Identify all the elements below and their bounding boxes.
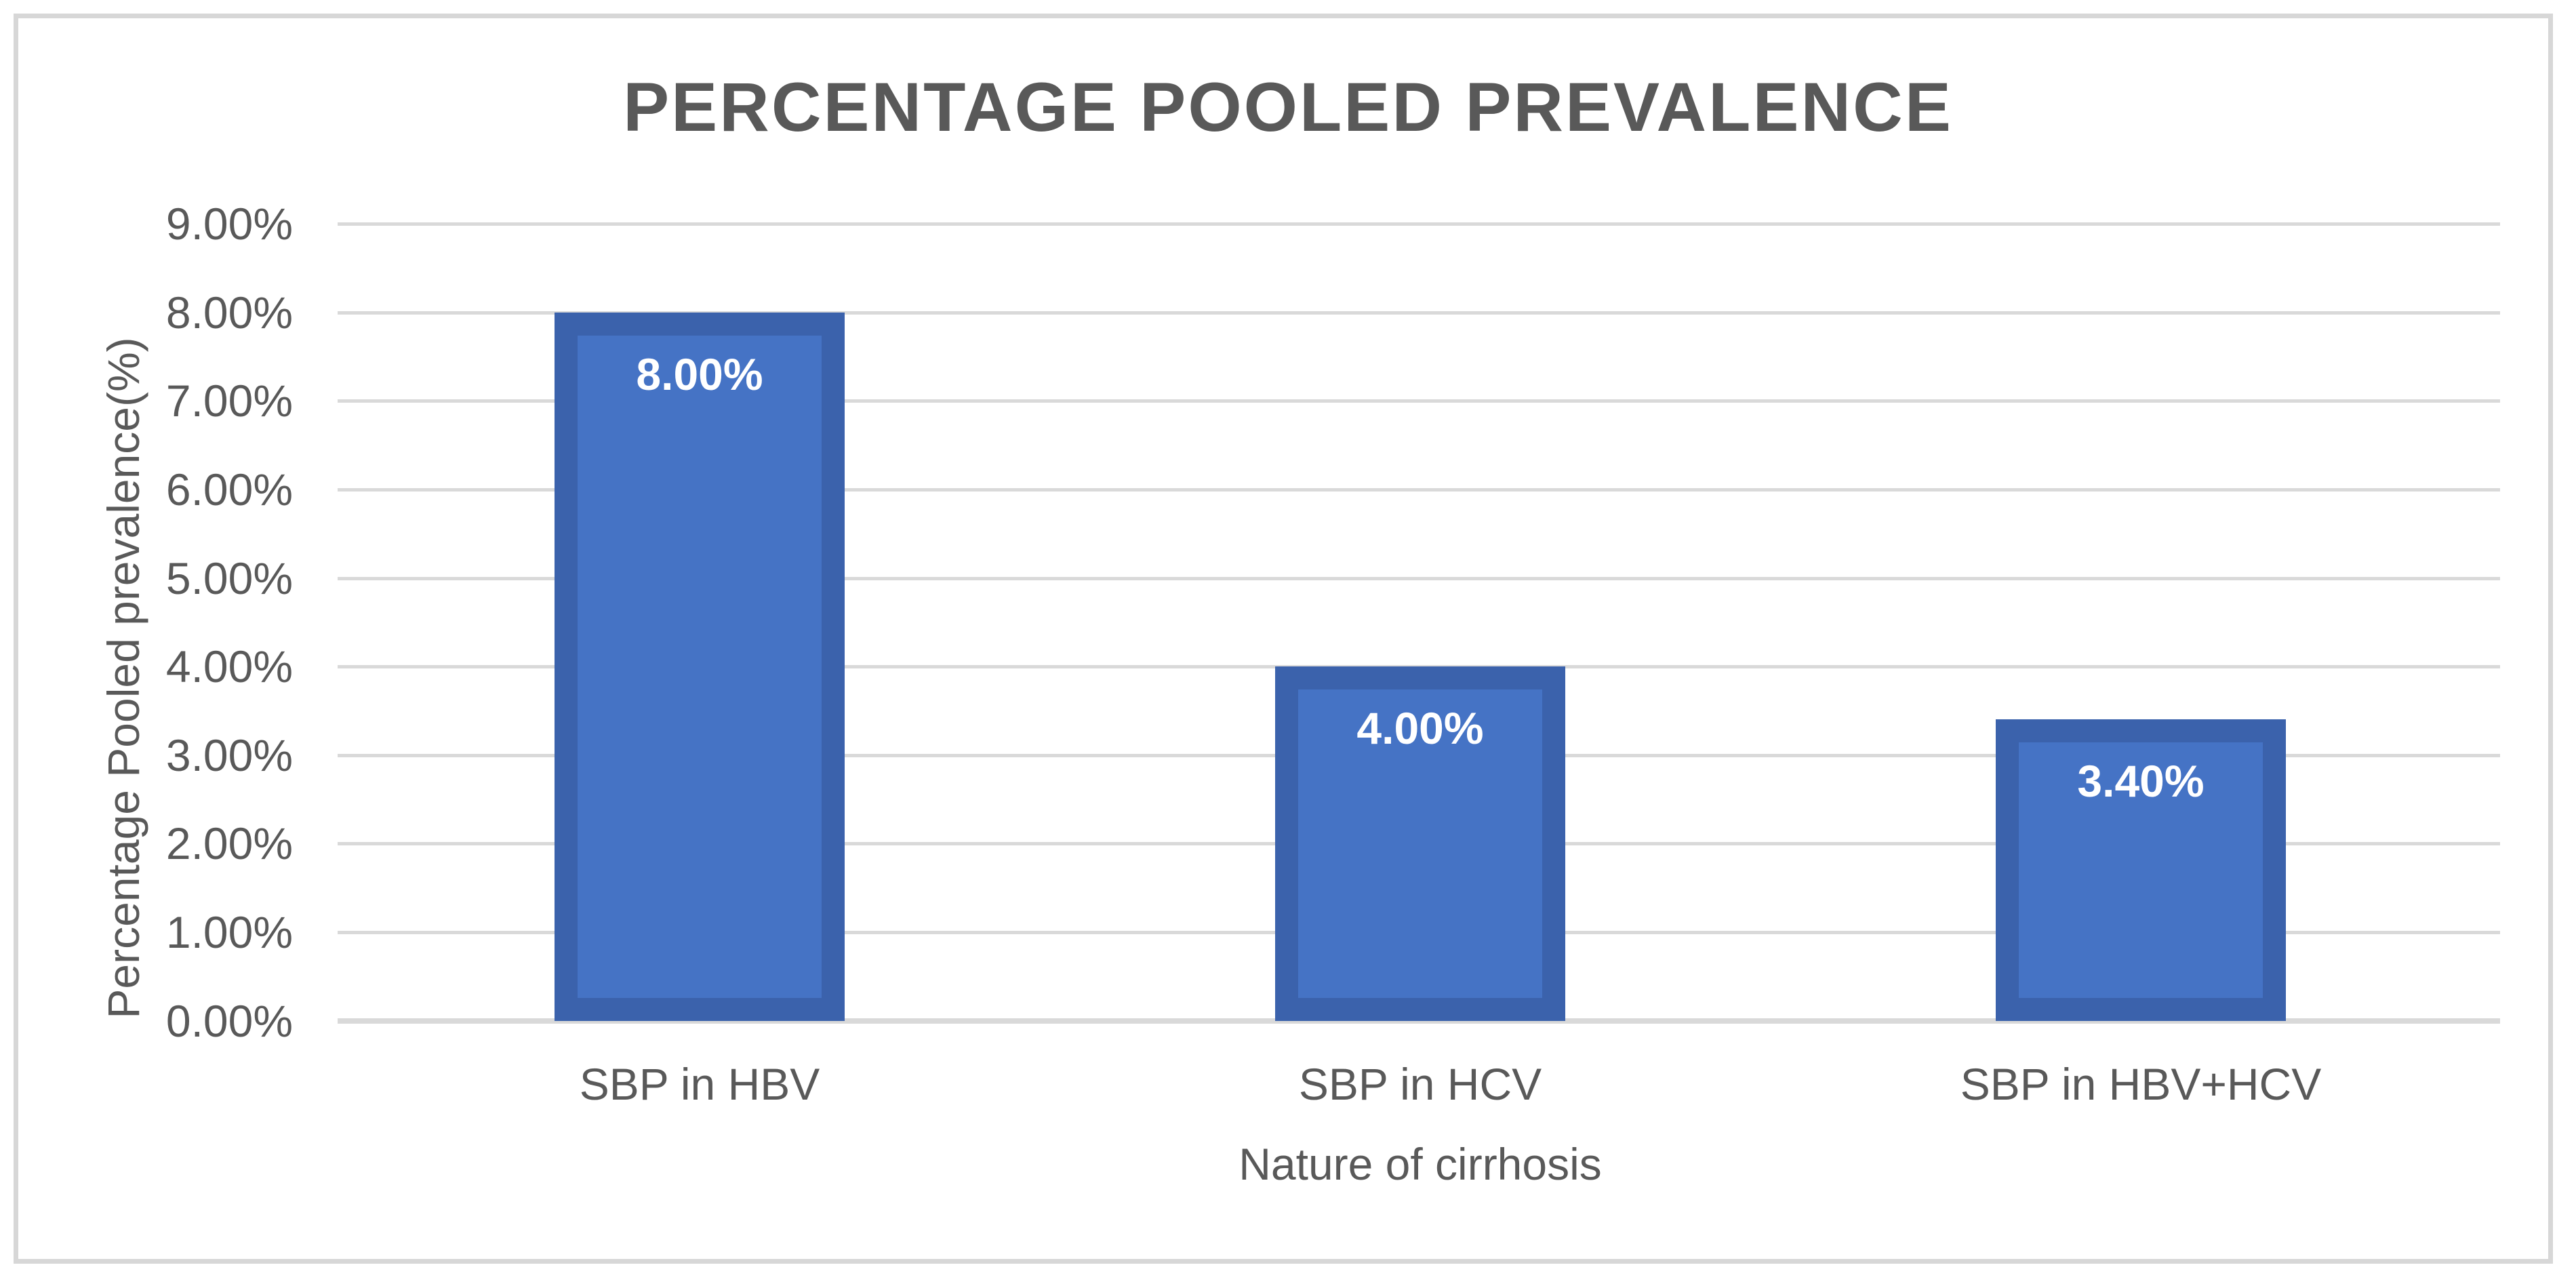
y-tick-label-8: 8.00% [165,287,293,338]
y-tick-label-7: 7.00% [165,376,293,426]
chart-title: PERCENTAGE POOLED PREVALENCE [623,68,1953,146]
x-tick-label-sbp-in-hbv-plus-hcv: SBP in HBV+HCV [1960,1059,2322,1109]
data-label-sbp-in-hcv: 4.00% [1356,703,1484,753]
bar-sbp-in-hbv-plus-hcv: 3.40% [1996,719,2286,1021]
y-tick-label-1: 1.00% [165,907,293,957]
gridline-8-percent [338,311,2500,315]
gridline-7-percent [338,399,2500,403]
data-label-sbp-in-hbv-plus-hcv: 3.40% [2077,756,2205,806]
y-tick-label-0: 0.00% [165,996,293,1046]
x-tick-label-sbp-in-hbv: SBP in HBV [579,1059,820,1109]
y-tick-label-6: 6.00% [165,464,293,515]
y-tick-label-9: 9.00% [165,199,293,249]
bar-sbp-in-hbv: 8.00% [555,313,845,1021]
gridline-6-percent [338,488,2500,492]
x-axis-title: Nature of cirrhosis [1239,1139,1602,1189]
x-tick-label-sbp-in-hcv: SBP in HCV [1298,1059,1542,1109]
y-tick-label-4: 4.00% [165,641,293,692]
data-label-sbp-in-hbv: 8.00% [636,349,763,399]
gridline-5-percent [338,577,2500,580]
x-axis-line [338,1018,2500,1024]
y-tick-label-5: 5.00% [165,553,293,603]
chart-border-frame [14,14,2553,1264]
y-tick-label-3: 3.00% [165,730,293,780]
y-tick-label-2: 2.00% [165,818,293,868]
gridline-9-percent [338,222,2500,226]
bar-sbp-in-hcv: 4.00% [1275,666,1565,1021]
